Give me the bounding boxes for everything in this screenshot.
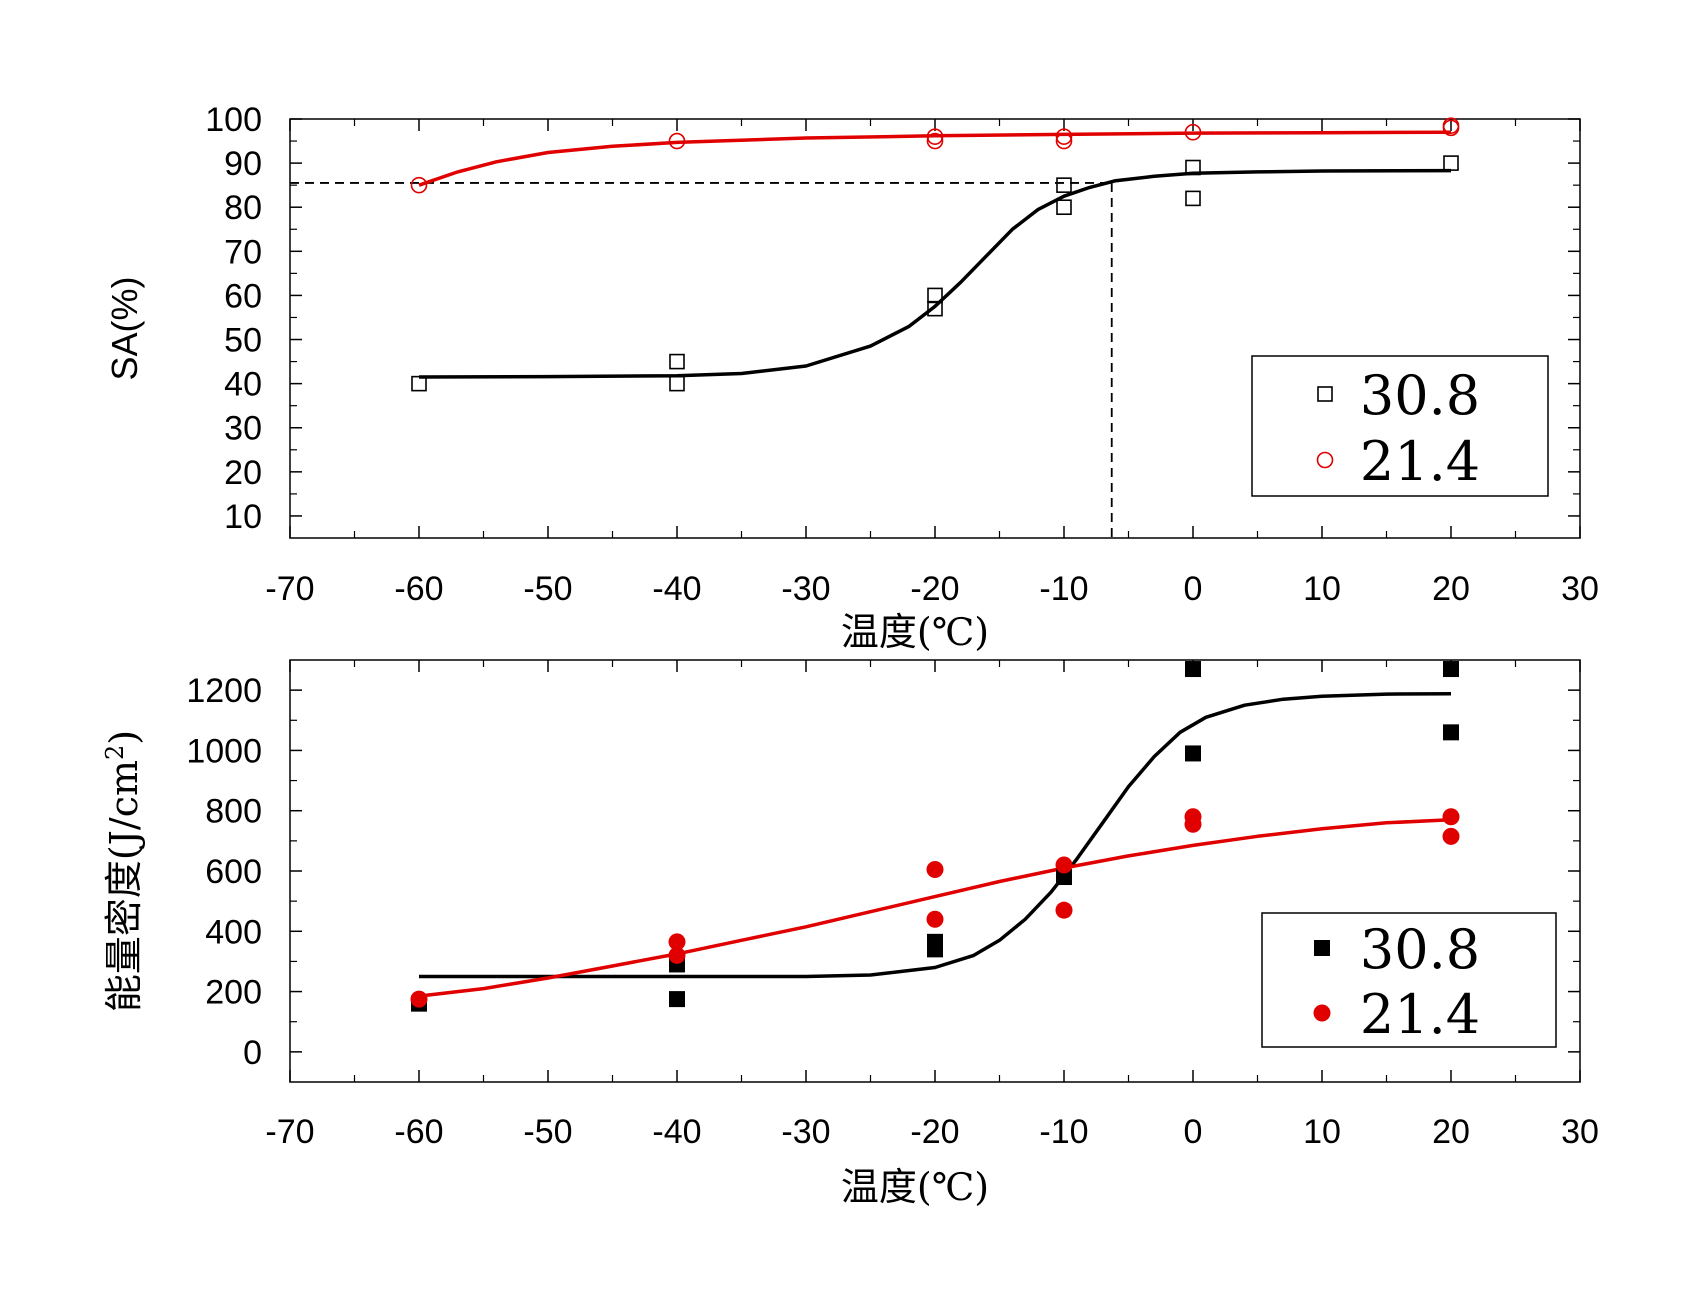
legend-label: 30.8 bbox=[1360, 918, 1480, 981]
x-tick-label: -20 bbox=[910, 1113, 959, 1151]
data-point-30-8 bbox=[1443, 155, 1459, 171]
data-point-30-8 bbox=[1056, 869, 1072, 886]
data-point-30-8 bbox=[669, 353, 685, 370]
fit-curve-21-4 bbox=[418, 818, 1452, 998]
x-tick-label: -60 bbox=[394, 570, 443, 608]
y-tick-label: 1200 bbox=[186, 672, 262, 710]
x-tick-label: 20 bbox=[1432, 1113, 1470, 1151]
x-tick-label: -10 bbox=[1039, 570, 1088, 608]
data-point-21-4 bbox=[410, 990, 428, 1008]
legend-box bbox=[1251, 355, 1549, 497]
x-tick-label: -40 bbox=[652, 570, 701, 608]
data-point-30-8 bbox=[927, 300, 943, 317]
y-axis-title-superscript: 2 bbox=[101, 745, 129, 760]
x-tick-label: 0 bbox=[1184, 570, 1203, 608]
fit-curve-30-8 bbox=[419, 692, 1452, 979]
data-point-30-8 bbox=[1443, 661, 1459, 678]
legend: 30.821.4 bbox=[1251, 355, 1549, 497]
y-tick-label: 0 bbox=[243, 1034, 262, 1072]
x-axis-title: 温度(℃) bbox=[841, 610, 989, 654]
data-point-30-8 bbox=[669, 991, 685, 1008]
sa-chart: -70 -60 -50 -40 -30 -20 -10 0 10 20 30 10 20 30 40 50 60… bbox=[104, 101, 1599, 654]
y-tick-label: 30 bbox=[224, 410, 262, 448]
legend-box bbox=[1261, 912, 1557, 1048]
x-tick-label: 30 bbox=[1561, 570, 1599, 608]
data-point-21-4 bbox=[1442, 827, 1460, 845]
fit-curve-30-8 bbox=[418, 168, 1452, 379]
data-point-21-4 bbox=[926, 132, 944, 150]
x-tick-label: -40 bbox=[652, 1113, 701, 1151]
data-point-30-8 bbox=[1185, 745, 1201, 762]
y-tick-label: 40 bbox=[224, 366, 262, 404]
legend-marker-30-8 bbox=[1314, 940, 1330, 956]
x-tick-label: -50 bbox=[523, 570, 572, 608]
x-tick-label: -70 bbox=[265, 1113, 314, 1151]
y-tick-label: 1000 bbox=[186, 732, 262, 770]
y-tick-label: 60 bbox=[224, 277, 262, 315]
legend: 30.821.4 bbox=[1261, 912, 1557, 1048]
x-tick-label: 20 bbox=[1432, 570, 1470, 608]
x-tick-label: -70 bbox=[265, 570, 314, 608]
legend-label: 21.4 bbox=[1360, 430, 1480, 493]
y-tick-label: 70 bbox=[224, 233, 262, 271]
x-tick-label: -30 bbox=[781, 1113, 830, 1151]
data-point-30-8 bbox=[1185, 661, 1201, 678]
data-point-21-4 bbox=[1442, 808, 1460, 826]
data-point-21-4 bbox=[926, 910, 944, 928]
data-point-30-8 bbox=[1056, 177, 1072, 193]
data-point-30-8 bbox=[1443, 724, 1459, 741]
y-tick-label: 10 bbox=[224, 498, 262, 536]
y-tick-label: 50 bbox=[224, 322, 262, 360]
energy-chart: -70 -60 -50 -40 -30 -20 -10 0 10 20 30 0 200 400 600 80… bbox=[101, 659, 1599, 1209]
data-point-21-4 bbox=[1184, 815, 1202, 833]
data-point-21-4 bbox=[1055, 901, 1073, 919]
x-tick-label: -10 bbox=[1039, 1113, 1088, 1151]
data-point-21-4 bbox=[1055, 132, 1073, 150]
data-point-30-8 bbox=[1056, 199, 1072, 216]
data-point-30-8 bbox=[1185, 159, 1201, 176]
data-point-21-4 bbox=[668, 132, 686, 150]
data-point-21-4 bbox=[410, 176, 428, 194]
data-point-21-4 bbox=[668, 933, 686, 951]
data-point-21-4 bbox=[1055, 128, 1073, 145]
legend-label: 21.4 bbox=[1360, 983, 1480, 1046]
y-axis-title-main: 能量密度(J/cm bbox=[102, 760, 146, 1012]
data-point-30-8 bbox=[411, 375, 427, 392]
data-point-21-4 bbox=[1055, 856, 1073, 874]
y-axis-title: SA(%) bbox=[104, 276, 145, 380]
x-tick-label: 10 bbox=[1303, 1113, 1341, 1151]
legend-marker-21-4 bbox=[1313, 1004, 1331, 1022]
x-tick-label: -50 bbox=[523, 1113, 572, 1151]
y-tick-label: 400 bbox=[205, 913, 262, 951]
x-tick-label: -30 bbox=[781, 570, 830, 608]
data-point-21-4 bbox=[1184, 123, 1202, 141]
y-tick-label: 80 bbox=[224, 189, 262, 227]
data-point-21-4 bbox=[668, 946, 686, 964]
data-point-21-4 bbox=[1442, 119, 1460, 137]
y-tick-label: 90 bbox=[224, 145, 262, 183]
x-tick-label: 0 bbox=[1184, 1113, 1203, 1151]
y-axis-title: 能量密度(J/cm2) bbox=[101, 730, 146, 1012]
y-tick-label: 200 bbox=[205, 974, 262, 1012]
y-tick-label: 20 bbox=[224, 454, 262, 492]
legend-label: 30.8 bbox=[1360, 364, 1480, 427]
x-axis-title: 温度(℃) bbox=[841, 1165, 989, 1209]
x-tick-label: -20 bbox=[910, 570, 959, 608]
x-tick-label: 10 bbox=[1303, 570, 1341, 608]
legend-marker-21-4 bbox=[1316, 451, 1334, 469]
data-point-21-4 bbox=[926, 128, 944, 145]
legend-marker-30-8 bbox=[1317, 386, 1333, 402]
x-tick-label: 30 bbox=[1561, 1113, 1599, 1151]
y-tick-label: 800 bbox=[205, 793, 262, 831]
fit-curve-21-4 bbox=[418, 130, 1452, 187]
y-axis-title-close: ) bbox=[102, 730, 146, 745]
x-tick-label: -60 bbox=[394, 1113, 443, 1151]
data-point-21-4 bbox=[926, 860, 944, 878]
data-point-30-8 bbox=[927, 941, 943, 958]
data-point-30-8 bbox=[669, 375, 685, 392]
data-point-30-8 bbox=[1185, 190, 1201, 207]
y-tick-label: 600 bbox=[205, 853, 262, 891]
y-tick-label: 100 bbox=[205, 101, 262, 139]
